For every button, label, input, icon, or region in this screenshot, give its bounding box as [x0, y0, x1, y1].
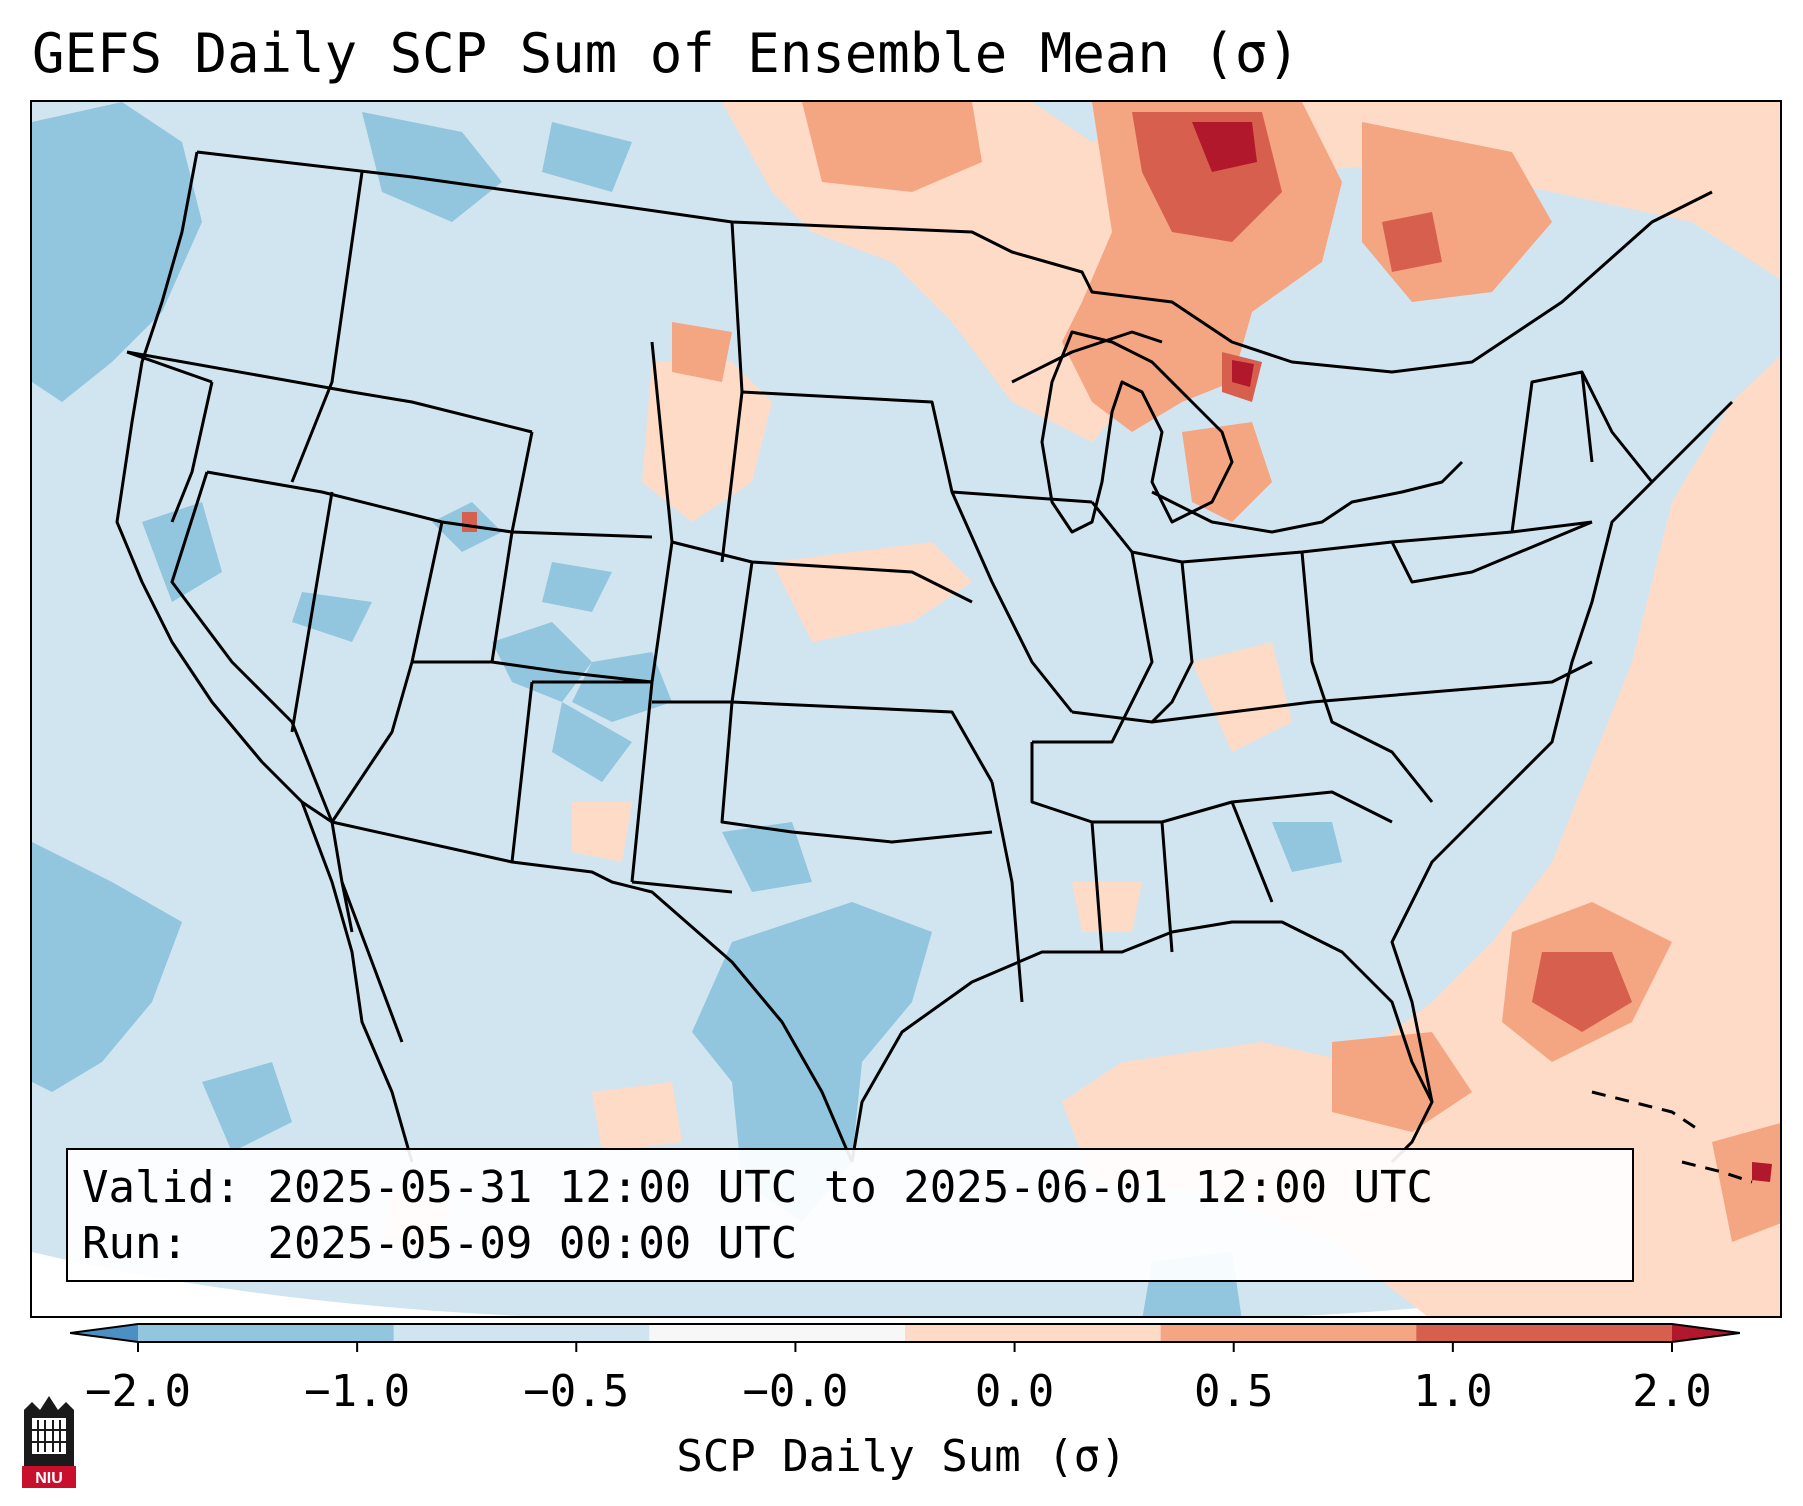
valid-line: Valid: 2025-05-31 12:00 UTC to 2025-06-0… — [82, 1160, 1632, 1216]
map-panel — [30, 100, 1782, 1318]
colorbar-tick-label: 0.0 — [974, 1366, 1055, 1417]
niu-logo: NIU — [22, 1396, 76, 1488]
run-label: Run: — [82, 1218, 188, 1269]
svg-text:NIU: NIU — [35, 1470, 63, 1487]
map-canvas — [32, 102, 1780, 1316]
colorbar-segment — [138, 1324, 395, 1342]
east-state-lines — [1030, 370, 1654, 953]
colorbar-segment — [1160, 1324, 1417, 1342]
valid-label: Valid: — [82, 1162, 241, 1213]
run-line: Run: 2025-05-09 00:00 UTC — [82, 1216, 1632, 1272]
colorbar-tick-label: 1.0 — [1413, 1366, 1493, 1417]
plains-state-lines — [631, 221, 1093, 1003]
colorbar-extend-low — [70, 1324, 138, 1342]
colorbar-label: SCP Daily Sum (σ) — [676, 1431, 1127, 1482]
us-coastline — [115, 151, 354, 933]
mexico-border — [331, 820, 854, 1163]
colorbar-segment — [393, 1324, 650, 1342]
caribbean-islands — [1591, 1090, 1753, 1184]
valid-value: 2025-05-31 12:00 UTC to 2025-06-01 12:00… — [267, 1162, 1434, 1213]
great-lakes — [1011, 330, 1464, 534]
mexico-coast — [300, 801, 414, 1163]
colorbar-tick-label: −2.0 — [85, 1366, 191, 1417]
colorbar-segment — [649, 1324, 906, 1342]
map-title: GEFS Daily SCP Sum of Ensemble Mean (σ) — [32, 22, 1300, 85]
canada-us-border — [196, 150, 1713, 374]
colorbar-tick-label: −0.0 — [742, 1366, 849, 1417]
colorbar — [70, 1323, 1740, 1352]
colorbar-tick-label: −0.5 — [523, 1366, 630, 1417]
gulf-coast — [850, 920, 1434, 1164]
colorbar-segment — [1416, 1324, 1673, 1342]
colorbar-tick-label: 2.0 — [1632, 1366, 1712, 1417]
colorbar-extend-high — [1672, 1324, 1740, 1342]
colorbar-segment — [905, 1324, 1162, 1342]
colorbar-tick-label: −1.0 — [304, 1366, 411, 1417]
valid-run-info-box: Valid: 2025-05-31 12:00 UTC to 2025-06-0… — [66, 1148, 1634, 1282]
run-value: 2025-05-09 00:00 UTC — [267, 1218, 798, 1269]
atlantic-coast — [1390, 400, 1734, 1103]
political-boundaries — [115, 150, 1753, 1184]
colorbar-tick-label: 0.5 — [1193, 1366, 1274, 1417]
